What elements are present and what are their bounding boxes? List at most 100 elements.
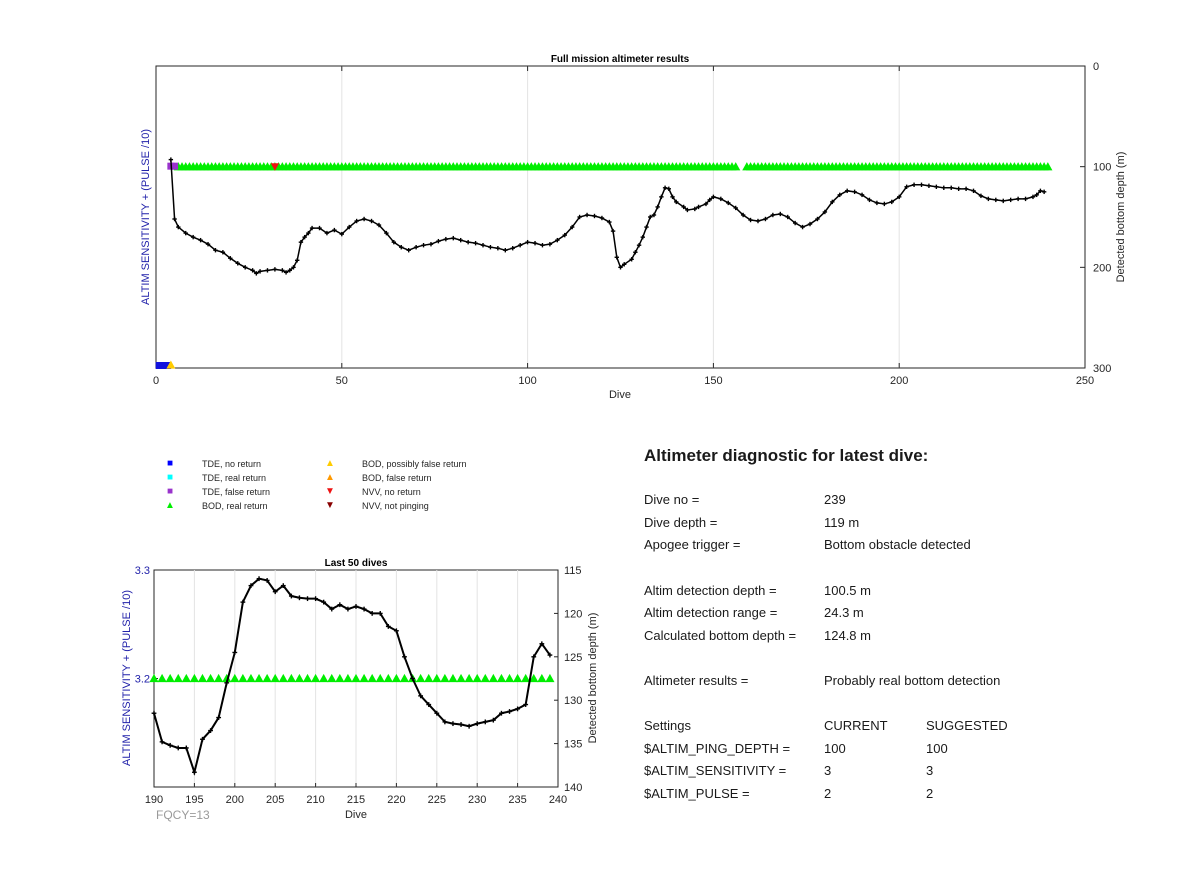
main-bottom-depth-point xyxy=(1008,197,1013,203)
main-bottom-depth-point xyxy=(562,232,567,238)
main-bottom-depth-point xyxy=(254,271,259,276)
small-y-left-tick-label: 3.3 xyxy=(135,565,150,577)
main-bottom-depth-point xyxy=(517,242,523,248)
main-bottom-depth-point xyxy=(919,182,924,187)
small-x-tick-label: 215 xyxy=(347,794,365,806)
bod-real-return-marker xyxy=(367,673,377,683)
main-bottom-depth-point xyxy=(807,221,813,227)
main-bottom-depth-point xyxy=(458,237,463,243)
bod-real-return-marker xyxy=(343,673,353,683)
small-bottom-depth-point xyxy=(458,722,464,727)
diagnostic-value: 24.3 m xyxy=(824,605,864,620)
main-bottom-depth-point xyxy=(755,218,761,224)
small-x-tick-label: 220 xyxy=(387,794,405,806)
bod-real-return-marker xyxy=(181,673,191,683)
main-bottom-depth-point xyxy=(369,218,374,224)
bod-real-return-marker xyxy=(246,673,256,683)
main-bottom-depth-point xyxy=(510,246,515,251)
main-bottom-depth-point xyxy=(168,157,174,162)
main-bottom-depth-point xyxy=(451,235,456,241)
main-bottom-depth-point xyxy=(644,224,649,230)
small-chart-ylabel-left: ALTIM SENSITIVITY + (PULSE /10) xyxy=(121,590,133,766)
main-bottom-depth-point xyxy=(473,240,478,246)
main-bottom-depth-point xyxy=(436,238,441,244)
small-bottom-depth-point xyxy=(490,717,496,723)
bod-real-return-marker xyxy=(432,673,442,683)
small-bottom-depth-point xyxy=(200,736,205,742)
small-y-right-tick-label: 125 xyxy=(564,652,582,664)
triangle-up-marker-icon: ▲ xyxy=(325,472,335,483)
main-bottom-depth-point xyxy=(610,228,616,234)
main-bottom-depth-point xyxy=(584,212,590,218)
main-bottom-depth-point xyxy=(183,230,188,236)
main-chart-ylabel-left: ALTIM SENSITIVITY + (PULSE /10) xyxy=(140,129,152,305)
small-bottom-depth-point xyxy=(361,606,367,612)
main-bottom-depth-point xyxy=(681,204,686,210)
bod-real-return-marker xyxy=(480,673,490,683)
bod-real-return-marker xyxy=(278,673,288,683)
main-bottom-depth-point xyxy=(666,186,672,192)
main-bottom-depth-point xyxy=(317,225,322,231)
bod-real-return-marker xyxy=(165,673,175,683)
diagnostic-value: 239 xyxy=(824,492,846,507)
bod-real-return-marker xyxy=(327,673,337,683)
bod-real-return-marker xyxy=(383,673,393,683)
diagnostic-key: Apogee trigger = xyxy=(644,537,741,552)
bod-real-return-marker xyxy=(456,673,466,683)
legend-item: ▲ BOD, real return xyxy=(160,500,267,512)
diagnostic-key: Altimeter results = xyxy=(644,673,749,688)
main-bottom-depth-point xyxy=(228,256,233,261)
main-bottom-depth-point xyxy=(889,199,894,205)
settings-current: 3 xyxy=(824,763,832,778)
main-bottom-depth-point xyxy=(220,250,226,255)
bod-real-return-marker xyxy=(294,673,305,683)
small-bottom-depth-point xyxy=(192,769,197,775)
small-x-tick-label: 210 xyxy=(306,794,324,806)
bod-real-return-marker xyxy=(359,673,369,683)
main-bottom-depth-point xyxy=(640,234,645,240)
main-bottom-depth-point xyxy=(785,214,790,220)
small-bottom-depth-point xyxy=(272,589,278,595)
main-bottom-depth-point xyxy=(614,255,619,260)
main-y-tick-label: 300 xyxy=(1093,363,1111,375)
diagnostic-key: Altim detection depth = xyxy=(644,583,777,598)
main-bottom-depth-point xyxy=(198,237,203,243)
small-bottom-depth-point xyxy=(418,693,424,699)
triangle-up-marker-icon: ▲ xyxy=(325,458,335,469)
small-bottom-depth-point xyxy=(442,719,448,725)
small-bottom-depth-point xyxy=(394,628,399,634)
main-chart-plot-area xyxy=(155,65,1086,369)
main-bottom-depth-point xyxy=(1041,189,1047,195)
main-x-tick-label: 150 xyxy=(704,375,722,387)
main-bottom-depth-point xyxy=(971,188,976,194)
main-bottom-depth-point xyxy=(540,242,545,248)
main-bottom-depth-point xyxy=(655,204,660,210)
main-bottom-depth-point xyxy=(1023,196,1028,202)
small-bottom-depth-point xyxy=(264,578,270,583)
main-bottom-depth-point xyxy=(213,248,218,253)
main-bottom-depth-point xyxy=(306,230,311,236)
small-chart-title: Last 50 dives xyxy=(325,558,388,569)
small-bottom-depth-point xyxy=(151,710,157,716)
small-x-tick-label: 200 xyxy=(226,794,244,806)
small-x-tick-label: 195 xyxy=(185,794,203,806)
bod-real-return-marker xyxy=(197,673,208,683)
main-bottom-depth-point xyxy=(993,197,999,203)
small-bottom-depth-point xyxy=(248,583,254,589)
bod-real-return-marker xyxy=(464,673,474,683)
diagnostic-value: 119 m xyxy=(824,515,860,530)
small-bottom-depth-point xyxy=(377,611,383,616)
small-bottom-depth-point xyxy=(280,583,286,589)
main-bottom-depth-point xyxy=(339,231,344,237)
bod-real-return-marker xyxy=(189,673,199,683)
main-bottom-depth-point xyxy=(662,185,668,191)
bod-real-return-marker xyxy=(504,673,515,683)
main-bottom-depth-point xyxy=(685,207,690,213)
small-x-tick-label: 240 xyxy=(549,794,567,806)
settings-suggested: 100 xyxy=(926,741,948,756)
main-bottom-depth-point xyxy=(852,189,857,195)
main-bottom-depth-point xyxy=(733,205,738,211)
small-bottom-depth-point xyxy=(208,728,213,733)
diagnostic-value: Probably real bottom detection xyxy=(824,673,1001,688)
bod-real-return-marker xyxy=(375,673,385,683)
